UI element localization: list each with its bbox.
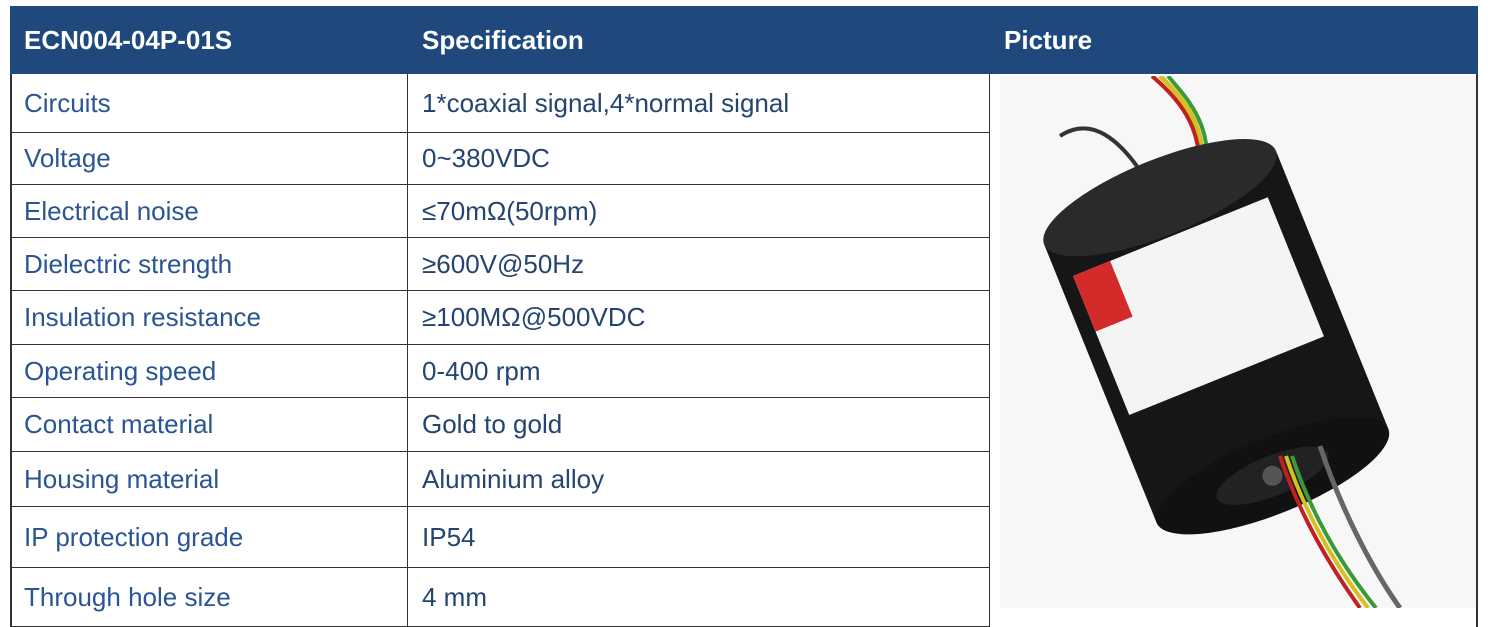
product-picture bbox=[1000, 76, 1476, 608]
spec-value: ≤70mΩ(50rpm) bbox=[408, 185, 990, 238]
header-cell: Specification bbox=[408, 6, 990, 74]
spec-value: ≥600V@50Hz bbox=[408, 238, 990, 291]
header-cell: Picture bbox=[990, 6, 1478, 74]
spec-name: Through hole size bbox=[10, 568, 408, 627]
spec-name: Circuits bbox=[10, 74, 408, 133]
border bbox=[1476, 74, 1478, 627]
spec-name: Operating speed bbox=[10, 345, 408, 398]
spec-name: IP protection grade bbox=[10, 507, 408, 568]
border bbox=[10, 74, 12, 627]
spec-value: 0-400 rpm bbox=[408, 345, 990, 398]
spec-value: IP54 bbox=[408, 507, 990, 568]
spec-name: Dielectric strength bbox=[10, 238, 408, 291]
spec-value: Aluminium alloy bbox=[408, 452, 990, 507]
spec-value: ≥100MΩ@500VDC bbox=[408, 291, 990, 345]
spec-name: Voltage bbox=[10, 133, 408, 185]
spec-name: Contact material bbox=[10, 398, 408, 452]
spec-name: Insulation resistance bbox=[10, 291, 408, 345]
spec-name: Housing material bbox=[10, 452, 408, 507]
header-cell: ECN004-04P-01S bbox=[10, 6, 408, 74]
spec-name: Electrical noise bbox=[10, 185, 408, 238]
spec-value: Gold to gold bbox=[408, 398, 990, 452]
spec-value: 4 mm bbox=[408, 568, 990, 627]
spec-value: 1*coaxial signal,4*normal signal bbox=[408, 74, 990, 133]
spec-value: 0~380VDC bbox=[408, 133, 990, 185]
